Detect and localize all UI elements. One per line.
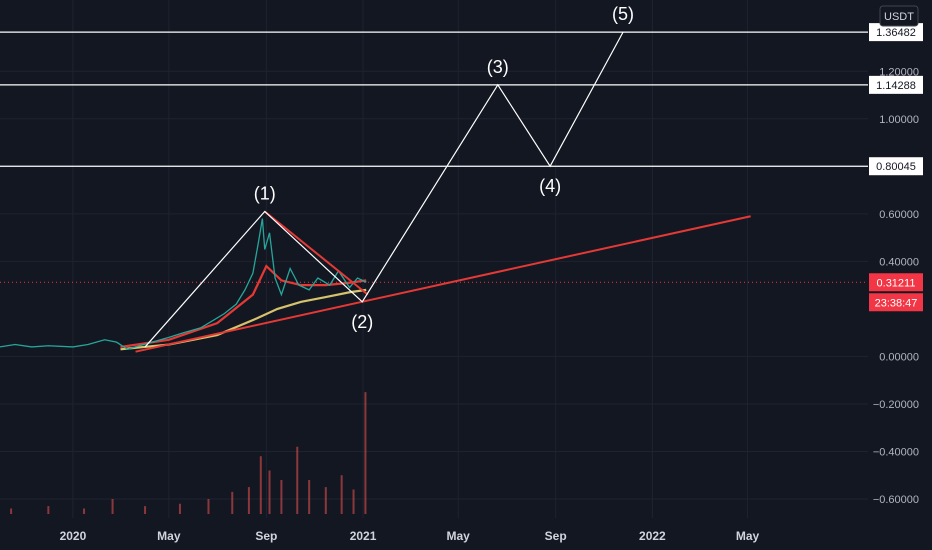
current-price-badge[interactable]: [869, 273, 923, 292]
time-tick-label: May: [736, 529, 760, 543]
time-tick-label: Sep: [255, 529, 277, 543]
price-tick-label: 0.40000: [879, 256, 919, 268]
level-badge[interactable]: [869, 75, 923, 94]
price-tick-label: −0.20000: [873, 399, 919, 411]
wave-label: (1): [254, 183, 276, 203]
elliott-wave[interactable]: (1) (2) (3) (4) (5): [144, 4, 634, 348]
time-tick-label: May: [447, 529, 471, 543]
time-axis-panel[interactable]: [0, 518, 932, 550]
price-tick-label: −0.60000: [873, 494, 919, 506]
level-badge[interactable]: [869, 157, 923, 176]
currency-label: USDT: [884, 11, 914, 23]
trendline[interactable]: [264, 210, 369, 296]
price-tick-label: 0.60000: [879, 209, 919, 221]
price-tick-label: 0.00000: [879, 351, 919, 363]
level-badge[interactable]: [869, 23, 923, 42]
level-badge-label: 1.36482: [876, 27, 916, 39]
price-tick-label: 1.00000: [879, 114, 919, 126]
currency-badge[interactable]: USDT: [879, 5, 919, 27]
time-tick-label: 2020: [60, 529, 87, 543]
countdown-badge[interactable]: [869, 293, 923, 312]
price-tick-label: 1.20000: [879, 66, 919, 78]
time-tick-label: Sep: [545, 529, 567, 543]
trendlines[interactable]: [135, 210, 751, 353]
price-line: [0, 218, 367, 351]
time-tick-label: May: [157, 529, 181, 543]
level-badge-label: 1.14288: [876, 80, 916, 92]
wave-label: (3): [487, 57, 509, 77]
current-price-label: 0.31211: [877, 277, 916, 289]
horizontal-levels[interactable]: [0, 31, 868, 167]
price-axis[interactable]: 1.20000 1.00000 0.60000 0.40000 0.00000 −0.20…: [869, 23, 923, 506]
countdown-label: 23:38:47: [875, 297, 918, 309]
wave-path[interactable]: [144, 31, 624, 348]
trendline[interactable]: [135, 215, 751, 353]
price-series: [0, 218, 868, 351]
volume-bars: [10, 392, 367, 514]
price-tick-label: −0.40000: [873, 446, 919, 458]
wave-label: (5): [612, 4, 634, 24]
time-tick-label: 2022: [639, 529, 666, 543]
time-tick-label: 2021: [350, 529, 377, 543]
level-badge-label: 0.80045: [876, 161, 916, 173]
time-axis[interactable]: 2020 May Sep 2021 May Sep 2022 May: [60, 529, 760, 543]
wave-label: (2): [351, 312, 373, 332]
wave-label: (4): [539, 176, 561, 196]
